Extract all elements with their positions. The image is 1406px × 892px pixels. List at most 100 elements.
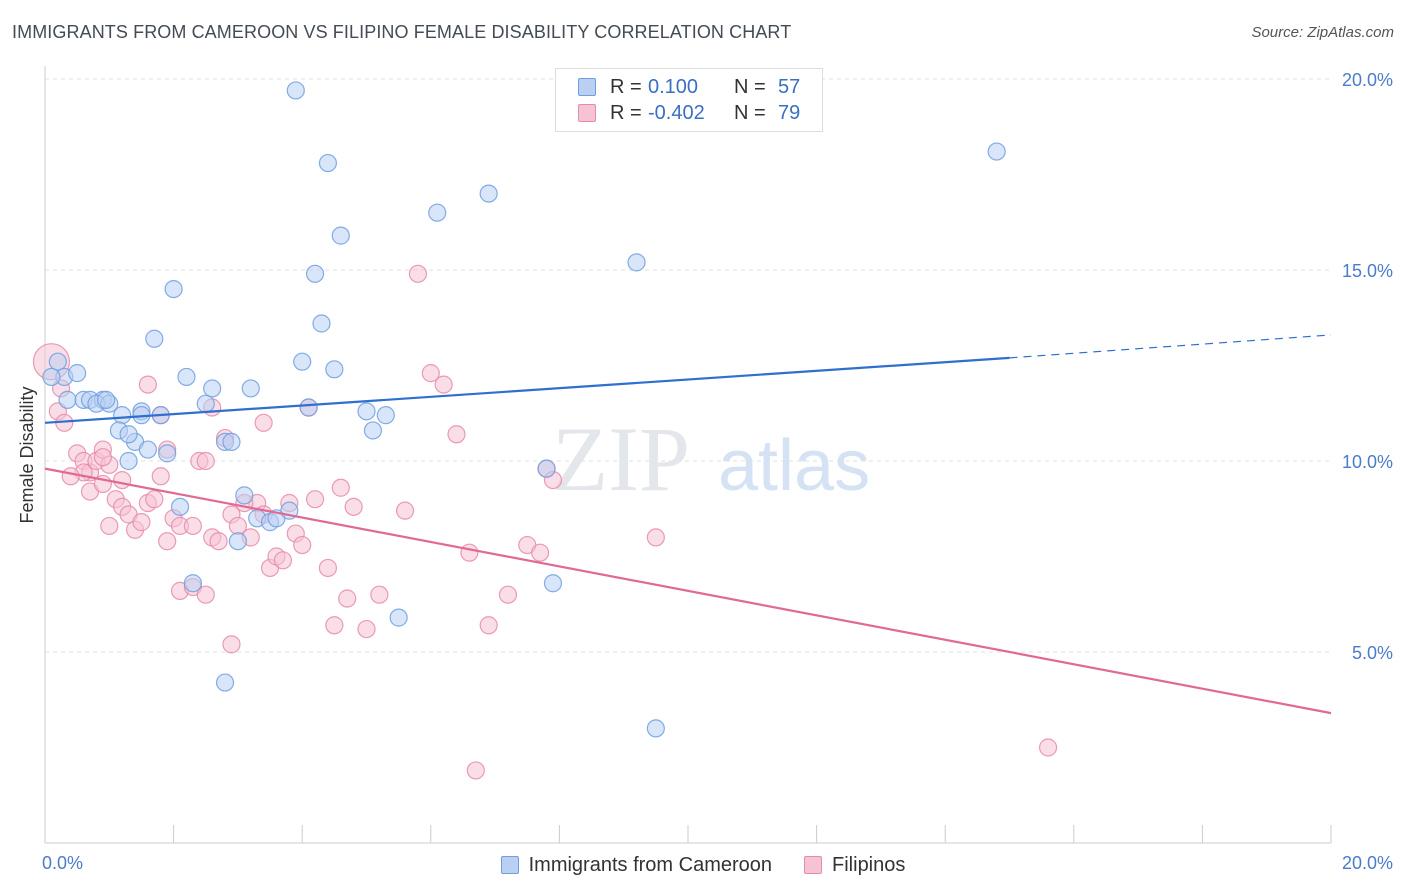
cameroon-point-21 (177, 367, 196, 387)
legend-item-filipinos[interactable]: Filipinos (804, 854, 905, 877)
swatch-cameroon (500, 856, 519, 874)
cameroon-point-36 (312, 314, 331, 333)
filipino-point-70 (254, 413, 273, 432)
cameroon-point-9 (96, 390, 116, 409)
cameroon-trend-line (44, 356, 1010, 424)
filipino-point-19 (145, 490, 164, 509)
cameroon-point-25 (222, 432, 241, 451)
filipino-point-17 (100, 516, 119, 536)
cameroon-point-52 (183, 574, 202, 593)
watermark-zip: ZIP (552, 408, 690, 510)
cameroon-point-47 (479, 184, 498, 203)
trend-lines (44, 334, 1332, 715)
cameroon-trend-extension (1009, 334, 1332, 359)
r-label: R = (610, 75, 642, 98)
correlation-legend: R = 0.100 N = 57 R = -0.402 N = 79 (555, 68, 823, 132)
filipino-point-74 (93, 448, 112, 467)
cameroon-point-12 (119, 451, 138, 471)
filipino-point-76 (325, 616, 344, 635)
filipino-point-51 (421, 364, 440, 383)
cameroon-point-44 (363, 421, 383, 440)
filipino-point-52 (434, 375, 453, 394)
r-value-cameroon: 0.100 (648, 75, 699, 98)
filipino-point-77 (158, 532, 177, 551)
cameroon-point-46 (428, 203, 447, 222)
filipino-point-71 (138, 375, 157, 394)
filipino-point-10 (61, 467, 80, 486)
cameroon-point-42 (145, 329, 164, 348)
data-points (32, 81, 1058, 780)
filipino-point-56 (479, 616, 498, 635)
legend-item-cameroon[interactable]: Immigrants from Cameroon (500, 853, 773, 877)
series-legend: Immigrants from Cameroon Filipinos (0, 852, 1406, 878)
n-value-cameroon: 57 (778, 75, 801, 98)
filipino-point-47 (357, 619, 376, 639)
swatch-filipinos (804, 856, 823, 874)
filipino-point-24 (183, 516, 202, 536)
cameroon-point-54 (389, 608, 408, 627)
filipino-point-20 (151, 467, 170, 486)
chart-title: IMMIGRANTS FROM CAMEROON VS FILIPINO FEM… (12, 22, 792, 42)
filipino-point-37 (273, 551, 293, 570)
legend-label-filipinos: Filipinos (832, 853, 906, 876)
legend-row-filipinos: R = -0.402 N = 79 (578, 101, 800, 125)
filipino-point-69 (132, 513, 151, 532)
y-tick-label-3: 20.0% (1342, 70, 1393, 90)
filipino-point-63 (1038, 738, 1058, 757)
filipino-point-26 (196, 451, 215, 471)
cameroon-point-23 (203, 379, 222, 398)
cameroon-point-29 (228, 532, 247, 551)
source-credit: Source: ZipAtlas.com (1251, 24, 1394, 41)
cameroon-point-3 (68, 364, 87, 383)
watermark-atlas: atlas (718, 426, 870, 506)
cameroon-point-16 (119, 425, 138, 444)
filipino-point-50 (408, 264, 428, 283)
tick-labels: 5.0% 10.0% 15.0% 20.0% 0.0% 20.0% (42, 70, 1393, 873)
cameroon-point-38 (318, 153, 338, 173)
n-label: N = (734, 75, 766, 98)
swatch-cameroon (578, 78, 596, 96)
filipino-point-55 (466, 761, 485, 780)
cameroon-point-55 (987, 142, 1006, 161)
filipino-point-49 (395, 501, 415, 520)
cameroon-point-22 (196, 394, 215, 413)
cameroon-point-43 (357, 402, 376, 421)
legend-row-cameroon: R = 0.100 N = 57 (578, 75, 800, 99)
cameroon-point-27 (235, 486, 254, 505)
x-tick-label-1: 20.0% (1342, 853, 1393, 873)
cameroon-point-19 (158, 444, 177, 463)
cameroon-point-20 (170, 497, 190, 516)
watermark: ZIP atlas (552, 408, 870, 510)
filipino-point-59 (531, 543, 550, 562)
axes (44, 66, 1332, 844)
filipino-point-62 (646, 528, 665, 547)
filipino-point-66 (196, 585, 215, 604)
legend-label-cameroon: Immigrants from Cameroon (528, 853, 773, 876)
filipino-point-53 (447, 425, 466, 444)
y-tick-label-0: 5.0% (1352, 643, 1393, 663)
cameroon-point-51 (646, 719, 665, 738)
cameroon-point-34 (299, 398, 318, 417)
filipino-point-67 (222, 635, 241, 654)
filipino-point-57 (498, 585, 518, 604)
x-tick-label-0: 0.0% (42, 853, 83, 873)
n-label: N = (734, 101, 766, 124)
cameroon-point-33 (293, 352, 312, 371)
r-label: R = (610, 101, 642, 124)
cameroon-point-35 (325, 360, 344, 379)
filipino-point-40 (293, 535, 312, 555)
cameroon-point-0 (48, 352, 67, 371)
n-value-filipinos: 79 (778, 101, 801, 124)
filipino-point-44 (331, 478, 350, 497)
cameroon-point-45 (376, 406, 395, 425)
cameroon-point-10 (113, 406, 132, 425)
filipino-point-48 (370, 585, 389, 604)
cameroon-point-26 (241, 379, 260, 398)
y-tick-label-2: 15.0% (1342, 261, 1393, 281)
cameroon-point-15 (138, 440, 157, 459)
r-value-filipinos: -0.402 (648, 101, 705, 124)
cameroon-point-56 (42, 367, 61, 387)
cameroon-point-2 (58, 390, 77, 409)
filipino-point-46 (344, 497, 363, 516)
